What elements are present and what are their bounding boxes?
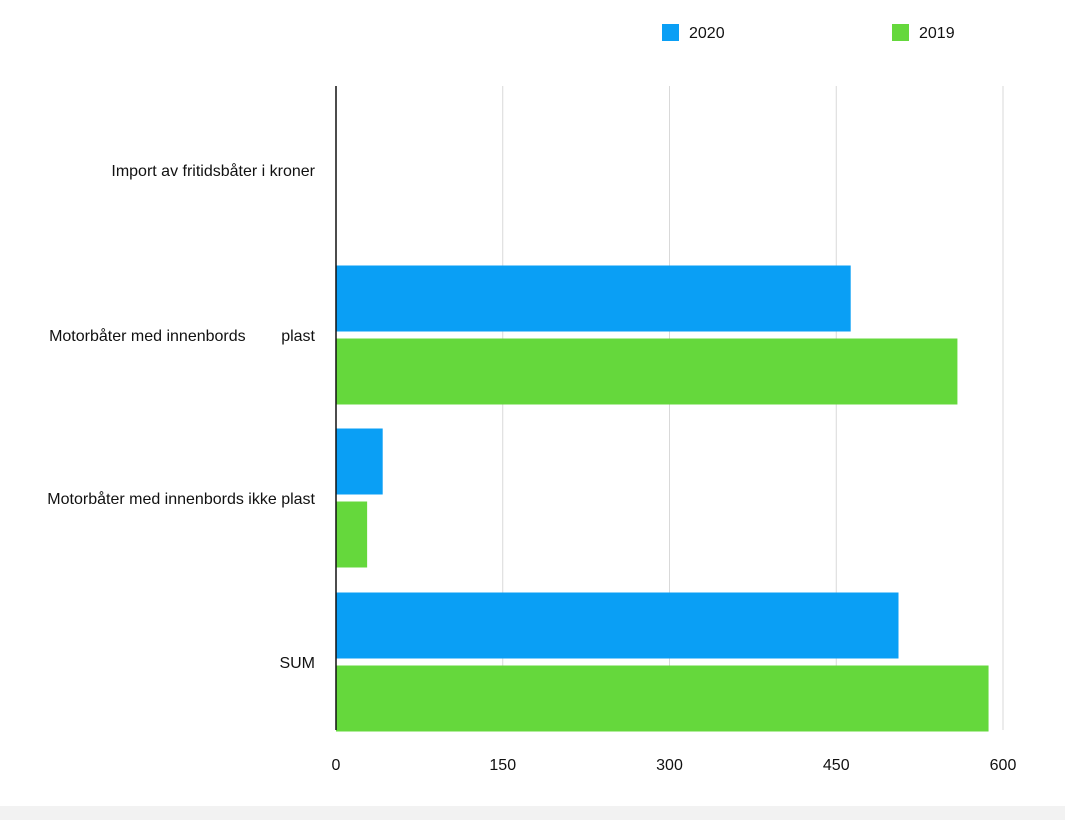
category-label: Import av fritidsbåter i kroner (111, 162, 315, 180)
category-label: SUM (279, 655, 315, 672)
x-tick-label: 300 (656, 757, 683, 774)
legend-swatch (892, 24, 909, 41)
x-tick-label: 150 (489, 757, 516, 774)
bottom-strip (0, 806, 1065, 820)
bar-2019 (336, 665, 989, 732)
bar-2019 (336, 501, 368, 568)
bars (336, 265, 989, 732)
legend-swatch (662, 24, 679, 41)
bar-2020 (336, 428, 383, 495)
x-tick-label: 600 (990, 757, 1017, 774)
legend: 2020 2019 (662, 24, 955, 42)
category-label: Motorbåter med innenbords plast (49, 327, 315, 345)
category-labels: Import av fritidsbåter i kroner Motorbåte… (47, 162, 315, 672)
x-tick-label: 0 (332, 757, 341, 774)
legend-label: 2020 (689, 25, 725, 42)
bar-2019 (336, 338, 958, 405)
bar-2020 (336, 265, 851, 332)
legend-label: 2019 (919, 25, 955, 42)
bar-2020 (336, 592, 899, 659)
x-tick-label: 450 (823, 757, 850, 774)
x-tick-labels: 0 150 300 450 600 (332, 757, 1017, 774)
category-label: Motorbåter med innenbords ikke plast (47, 490, 315, 508)
